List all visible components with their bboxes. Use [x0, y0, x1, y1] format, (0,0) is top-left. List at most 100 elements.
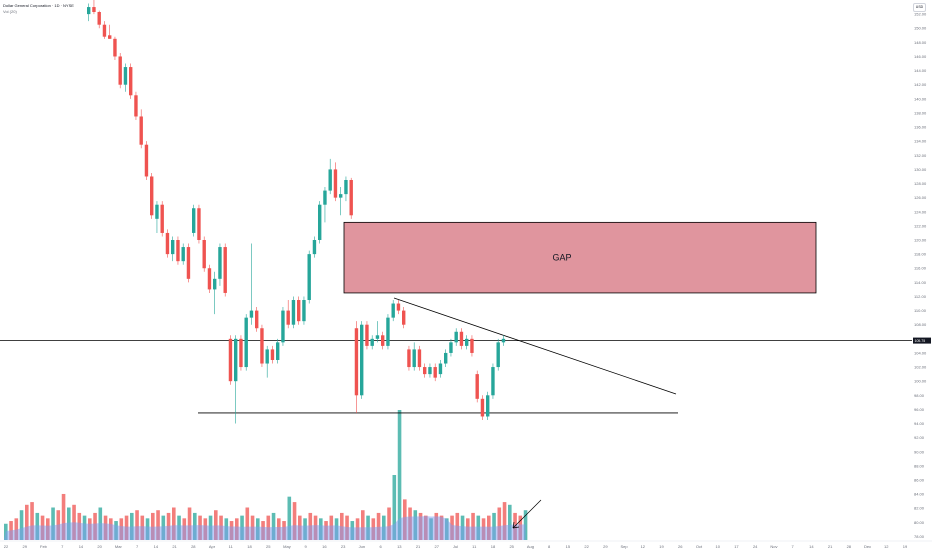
candle: [281, 307, 285, 346]
candle: [417, 345, 422, 371]
candle-body: [318, 204, 322, 240]
candle: [218, 243, 222, 286]
price-tick-label: 110.00: [914, 308, 927, 313]
current-price-tag-text: 105.75: [915, 339, 926, 343]
time-tick-label: 25: [509, 544, 514, 549]
candle-body: [255, 310, 259, 329]
candle-body: [202, 240, 206, 269]
candle-layer: [87, 0, 506, 424]
volume-bar: [151, 512, 155, 540]
candle: [291, 296, 296, 329]
candle-body: [333, 169, 338, 198]
price-tick-label: 82.00: [914, 506, 925, 511]
candle: [402, 307, 406, 329]
candle-body: [134, 95, 138, 117]
candle: [155, 201, 159, 233]
price-tick-label: 122.00: [914, 223, 927, 228]
time-tick-label: Mar: [115, 544, 123, 549]
candle: [386, 314, 390, 350]
candle-body: [433, 367, 437, 378]
time-axis[interactable]: 22 29 Feb 7 14 20 Mar 7 14 21 28 Apr 11 18 25 May 9 16 23 J…: [0, 540, 932, 549]
volume-bar: [376, 512, 381, 540]
time-tick-label: 10: [715, 544, 720, 549]
candle: [444, 349, 448, 368]
candle-body: [197, 208, 201, 240]
price-tick-label: 92.00: [914, 435, 925, 440]
candle: [165, 229, 170, 258]
candle: [465, 335, 469, 350]
time-tick-label: 19: [903, 544, 908, 549]
time-tick-label: 11: [472, 544, 477, 549]
candle: [192, 204, 196, 237]
candle-body: [412, 349, 416, 368]
candle: [375, 321, 380, 343]
volume-bar: [14, 518, 19, 540]
time-tick-label: 28: [191, 544, 196, 549]
candle-body: [144, 144, 149, 177]
candle-body: [223, 247, 227, 293]
time-tick-label: 18: [247, 544, 252, 549]
candle-body: [239, 338, 243, 368]
candle-body: [297, 300, 301, 322]
candle-body: [323, 190, 327, 205]
currency-button[interactable]: USD: [913, 3, 926, 12]
price-tick-label: 96.00: [914, 407, 925, 412]
candle: [244, 314, 248, 371]
candle: [144, 141, 149, 180]
price-tick-label: 150.00: [914, 26, 927, 31]
candle-body: [150, 176, 154, 216]
candle-body: [465, 338, 469, 346]
candle: [428, 363, 432, 378]
candle-body: [475, 374, 479, 399]
candle-body: [407, 349, 411, 368]
volume-bar: [508, 504, 512, 540]
candle: [475, 370, 479, 403]
volume-bar: [245, 507, 250, 540]
candle-body: [265, 349, 269, 364]
candle: [391, 300, 395, 322]
candle-body: [396, 303, 401, 311]
arrow-line: [512, 499, 542, 529]
candle-body: [87, 7, 91, 15]
candle-body: [360, 324, 364, 396]
volume-ma-area: [4, 516, 526, 540]
time-tick-label: Oct: [696, 544, 703, 549]
volume-bar: [497, 507, 502, 540]
candle-body: [97, 12, 101, 25]
time-tick-label: 25: [266, 544, 271, 549]
time-tick-label: 28: [847, 544, 852, 549]
candle: [213, 271, 217, 315]
candle: [459, 328, 464, 350]
candle: [108, 24, 112, 39]
candle-body: [449, 342, 453, 353]
time-tick-label: 7: [136, 544, 139, 549]
time-tick-label: 26: [678, 544, 683, 549]
candle: [270, 345, 275, 364]
candle: [286, 300, 290, 329]
volume-bar: [130, 512, 134, 540]
candle: [249, 243, 254, 325]
volume-indicator-label[interactable]: Vol (20): [3, 9, 17, 14]
price-axis[interactable]: 152.00 150.00 148.00 146.00 144.00 142.00 140.…: [913, 12, 931, 539]
time-tick-label: 14: [79, 544, 84, 549]
candle: [407, 345, 411, 371]
candle: [276, 338, 280, 364]
time-tick-label: 23: [341, 544, 346, 549]
time-tick-label: 21: [828, 544, 833, 549]
candle-body: [118, 56, 122, 85]
time-tick-label: 19: [659, 544, 664, 549]
candle-body: [302, 300, 306, 322]
time-tick-label: 6: [379, 544, 382, 549]
price-tick-label: 146.00: [914, 54, 927, 59]
volume-bar: [292, 502, 297, 540]
price-tick-label: 84.00: [914, 492, 925, 497]
price-tick-label: 80.00: [914, 520, 925, 525]
price-tick-label: 112.00: [914, 294, 927, 299]
candle-body: [438, 363, 443, 375]
candle: [228, 335, 233, 385]
candle: [360, 321, 364, 399]
candle-body: [486, 395, 490, 417]
candle: [134, 91, 138, 120]
time-tick-label: 14: [809, 544, 814, 549]
